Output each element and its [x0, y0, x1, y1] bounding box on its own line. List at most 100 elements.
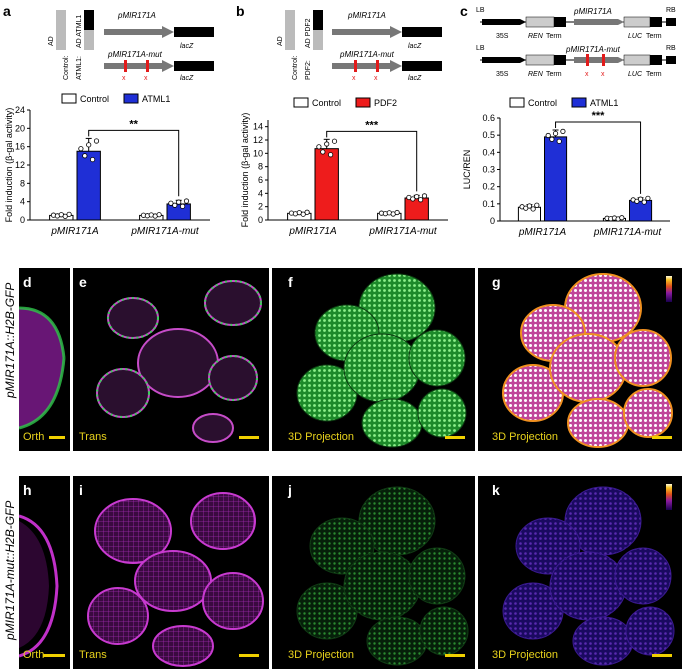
significance-stars: ** [129, 118, 138, 130]
data-point [637, 196, 644, 202]
legend-label-treatment: PDF2 [374, 98, 397, 108]
y-tick-label: 0.5 [482, 130, 495, 140]
data-point [327, 152, 334, 158]
y-tick-label: 6 [258, 175, 263, 185]
data-point [183, 198, 190, 204]
y-tick-label: 8 [20, 178, 25, 188]
scale-bar-k [652, 654, 672, 657]
term-label-2: Term [646, 33, 662, 40]
image-f-caption: 3D Projection [288, 431, 355, 443]
data-point [526, 203, 533, 209]
luc-label: LUC [628, 33, 643, 40]
scale-bar-i [239, 654, 259, 657]
ad-label-b: AD [277, 36, 284, 46]
data-point [316, 144, 322, 150]
mut-mark-b1: x [352, 75, 356, 82]
data-point [90, 156, 96, 163]
scale-bar-j [445, 654, 465, 657]
panel-b-letter: b [236, 3, 245, 19]
y-tick-label: 4 [258, 188, 263, 198]
data-point [414, 194, 420, 200]
bar [404, 197, 429, 221]
rb-label: RB [666, 7, 676, 14]
row1-label: pMIR171A::H2B-GFP [3, 282, 17, 398]
scale-bar-f [445, 436, 465, 439]
y-tick-label: 0.3 [482, 165, 495, 175]
data-point [82, 153, 88, 159]
y-tick-label: 12 [15, 160, 25, 170]
luc-label-2: LUC [628, 71, 643, 78]
lb-label-2: LB [476, 45, 485, 52]
image-f-letter: f [288, 274, 293, 290]
data-point [556, 138, 562, 144]
image-i-content [87, 492, 264, 667]
ren-label-2: REN [528, 71, 544, 78]
gene1-label: pMIR171A [117, 11, 156, 20]
chart-c: Control ATML1 0 0.1 0.2 0.3 0.4 0.5 0.6 LUC/REN pM… [462, 97, 670, 238]
y-tick-label: 0.2 [482, 182, 495, 192]
ad-tf-label-b: AD PDF2 [305, 18, 312, 48]
data-point [156, 212, 162, 218]
mut-mark-1: x [122, 75, 126, 82]
scale-bar-h [43, 654, 65, 657]
significance-bracket [88, 129, 180, 197]
data-point [530, 206, 536, 212]
legend-swatch-treatment [355, 97, 371, 108]
data-point [324, 141, 330, 147]
term-label-4: Term [646, 71, 662, 78]
data-point [552, 130, 559, 137]
mut-mark-c2: x [601, 71, 605, 78]
legend-label-treatment: ATML1 [142, 94, 170, 104]
y-axis-label: Fold induction (β-gal activity) [4, 108, 14, 223]
image-e: e Trans [73, 268, 269, 451]
legend-swatch-treatment [123, 93, 139, 104]
data-point [560, 128, 566, 134]
reporter-label-b: lacZ [408, 43, 422, 50]
bar [517, 206, 542, 222]
scale-bar-d [49, 436, 65, 439]
y-tick-label: 0 [20, 215, 25, 225]
scale-bar-e [239, 436, 259, 439]
bar [166, 203, 191, 221]
control-label: Control: [63, 55, 70, 80]
y-tick-label: 0.1 [482, 199, 495, 209]
image-d-letter: d [23, 274, 32, 290]
y-tick-label: 16 [15, 142, 25, 152]
reporter-label-2: lacZ [180, 75, 194, 82]
y-tick-label: 10 [253, 148, 263, 158]
scale-bar-g [652, 436, 672, 439]
data-point [180, 203, 186, 209]
data-point [320, 149, 326, 155]
gene2-label-b: pMIR171A-mut [339, 50, 395, 59]
y-tick-label: 14 [253, 122, 263, 132]
data-point [641, 199, 647, 205]
gene1-label-b: pMIR171A [347, 11, 386, 20]
legend-label-control: Control [80, 94, 109, 104]
image-j-letter: j [288, 482, 292, 498]
x-category-label: pMIR171A-mut [130, 226, 199, 237]
ad-label: AD [48, 36, 55, 46]
y-tick-label: 0.6 [482, 113, 495, 123]
top-panels: a b c AD AD ATML1 Control: ATML1: pMIR17… [3, 3, 676, 238]
p35s-label-2: 35S [496, 71, 509, 78]
panel-a-schematic: AD AD ATML1 Control: ATML1: pMIR171A lac… [48, 10, 214, 82]
tf-label: ATML1: [76, 56, 83, 80]
data-point [421, 193, 428, 199]
mut-mark-b2: x [374, 75, 378, 82]
data-point [645, 195, 651, 201]
data-point [331, 138, 338, 144]
p35s-label: 35S [496, 33, 509, 40]
legend-label-control: Control [528, 98, 557, 108]
x-category-label: pMIR171A [288, 226, 337, 237]
y-axis-label: Fold induction (β-gal activity) [240, 113, 250, 228]
y-axis-label: LUC/REN [462, 150, 472, 190]
data-point [523, 205, 529, 211]
ad-tf-label: AD ATML1 [76, 15, 83, 48]
data-point [545, 132, 551, 139]
bar [629, 199, 653, 222]
reporter-label: lacZ [180, 43, 194, 50]
data-point [534, 202, 540, 208]
image-k-caption: 3D Projection [492, 649, 559, 661]
rb-label-2: RB [666, 45, 676, 52]
